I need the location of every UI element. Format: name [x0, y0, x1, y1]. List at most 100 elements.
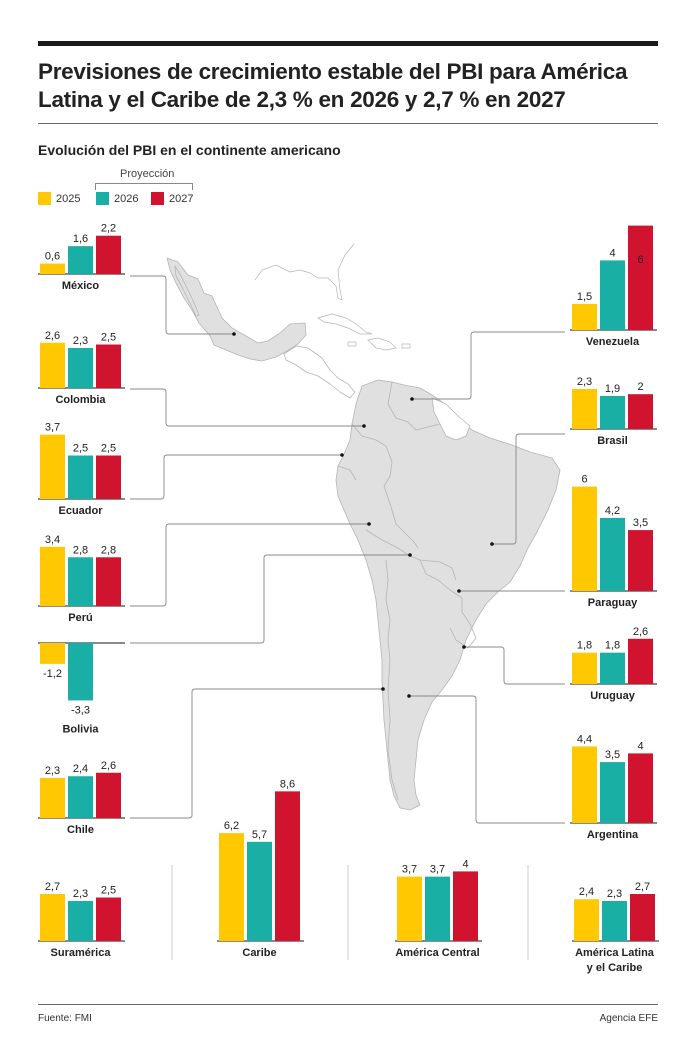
group-label: Ecuador — [58, 505, 103, 517]
connector-peru — [130, 523, 369, 607]
legend-item-2026: 2026 — [96, 192, 138, 205]
bar-colombia-2027 — [96, 344, 121, 388]
value-label: 2,7 — [45, 881, 60, 893]
marker-peru — [367, 522, 371, 526]
bar-mexico-2025 — [40, 263, 65, 274]
bar-caribe-2025 — [219, 833, 244, 941]
group-label: Suramérica — [51, 947, 112, 959]
group-label: Brasil — [597, 435, 628, 447]
marker-venezuela — [410, 397, 414, 401]
marker-paraguay — [457, 589, 461, 593]
value-label: 2,3 — [607, 888, 622, 900]
value-label: 4,2 — [605, 505, 620, 517]
group-label: Caribe — [242, 947, 276, 959]
marker-uruguay — [462, 645, 466, 649]
connector-mexico — [130, 275, 234, 335]
group-label: México — [62, 280, 100, 292]
connector-colombia — [130, 388, 364, 427]
group-label: Bolivia — [62, 723, 99, 735]
bar-paraguay-2027 — [628, 530, 653, 591]
group-label: Perú — [68, 612, 92, 624]
bar-venezuela-2026 — [600, 260, 625, 330]
chart-subtitle: Evolución del PBI en el continente ameri… — [38, 142, 341, 158]
bar-chile-2026 — [68, 776, 93, 818]
connector-bolivia — [130, 554, 410, 644]
value-label: 2,6 — [101, 760, 116, 772]
value-label: 3,4 — [45, 534, 60, 546]
chart-peru: 3,4 2,8 2,8 Perú — [38, 534, 125, 624]
group-label: Uruguay — [590, 690, 636, 702]
map-south-america — [335, 379, 561, 811]
bar-america-central-2027 — [453, 871, 478, 941]
bar-ecuador-2027 — [96, 455, 121, 499]
marker-brasil — [490, 542, 494, 546]
map-hispaniola — [367, 337, 397, 351]
value-label: 2,5 — [73, 443, 88, 455]
title-divider — [38, 123, 658, 124]
top-rule — [38, 41, 658, 46]
chart-chile: 2,3 2,4 2,6 Chile — [38, 760, 125, 836]
legend-label-2026: 2026 — [114, 192, 139, 205]
connector-lines — [130, 275, 565, 824]
value-label: 2,3 — [73, 888, 88, 900]
bar-bolivia-2025 — [40, 643, 65, 664]
bar-caribe-2026 — [247, 841, 272, 941]
bar-bolivia-2026 — [68, 643, 93, 701]
value-label: 4,4 — [577, 733, 592, 745]
group-label: Paraguay — [588, 597, 638, 609]
connector-ecuador — [130, 454, 342, 500]
marker-ecuador — [340, 453, 344, 457]
marker-colombia — [362, 424, 366, 428]
marker-chile — [381, 687, 385, 691]
group-label: América Central — [395, 947, 479, 959]
title-line-1: Previsiones de crecimiento estable del P… — [38, 59, 628, 84]
legend-projection-bracket — [95, 183, 193, 190]
group-label: Colombia — [55, 394, 106, 406]
bar-suramerica-2025 — [40, 894, 65, 941]
bar-colombia-2025 — [40, 342, 65, 388]
bar-caribe-2027 — [275, 791, 300, 941]
value-label: 2,6 — [45, 330, 60, 342]
marker-bolivia — [408, 553, 412, 557]
bar-peru-2025 — [40, 546, 65, 606]
value-label: 3,7 — [402, 864, 417, 876]
group-label: y el Caribe — [587, 962, 643, 974]
legend-swatch-2027 — [151, 192, 164, 205]
agency-credit: Agencia EFE — [599, 1013, 658, 1024]
footer-divider — [38, 1004, 658, 1005]
chart-paraguay: 6 4,2 3,5 Paraguay — [570, 474, 657, 609]
bar-america-latina-y-el-caribe-2026 — [602, 900, 627, 941]
chart-bolivia: -1,2 -3,3 Bolivia — [38, 642, 125, 735]
marker-argentina — [407, 694, 411, 698]
bar-brasil-2025 — [572, 388, 597, 429]
value-label: -3,3 — [71, 704, 90, 716]
bar-brasil-2027 — [628, 394, 653, 429]
bar-chile-2027 — [96, 772, 121, 818]
group-label: Argentina — [587, 829, 639, 841]
value-label: 2,5 — [101, 885, 116, 897]
value-label: 1,9 — [605, 383, 620, 395]
value-label: 2,8 — [101, 544, 116, 556]
connector-uruguay — [464, 646, 565, 685]
bar-ecuador-2025 — [40, 434, 65, 499]
value-label: 2,3 — [73, 335, 88, 347]
chart-venezuela: 1,5 4 6 Venezuela — [570, 225, 657, 348]
chart-uruguay: 1,8 1,8 2,6 Uruguay — [570, 626, 657, 702]
value-label: 2 — [637, 381, 643, 393]
bar-america-latina-y-el-caribe-2025 — [574, 899, 599, 941]
chart-suramerica: 2,7 2,3 2,5 Suramérica — [38, 881, 125, 959]
bar-colombia-2026 — [68, 347, 93, 388]
map-cuba — [317, 313, 373, 335]
bar-mexico-2027 — [96, 235, 121, 274]
legend-item-2027: 2027 — [151, 192, 193, 205]
legend-label-2027: 2027 — [169, 192, 194, 205]
bar-argentina-2027 — [628, 753, 653, 823]
source-label: Fuente: FMI — [38, 1013, 92, 1024]
value-label: 2,5 — [101, 332, 116, 344]
bar-chile-2025 — [40, 777, 65, 818]
value-label: 1,6 — [73, 233, 88, 245]
value-label: 8,6 — [280, 778, 295, 790]
bar-uruguay-2027 — [628, 638, 653, 684]
